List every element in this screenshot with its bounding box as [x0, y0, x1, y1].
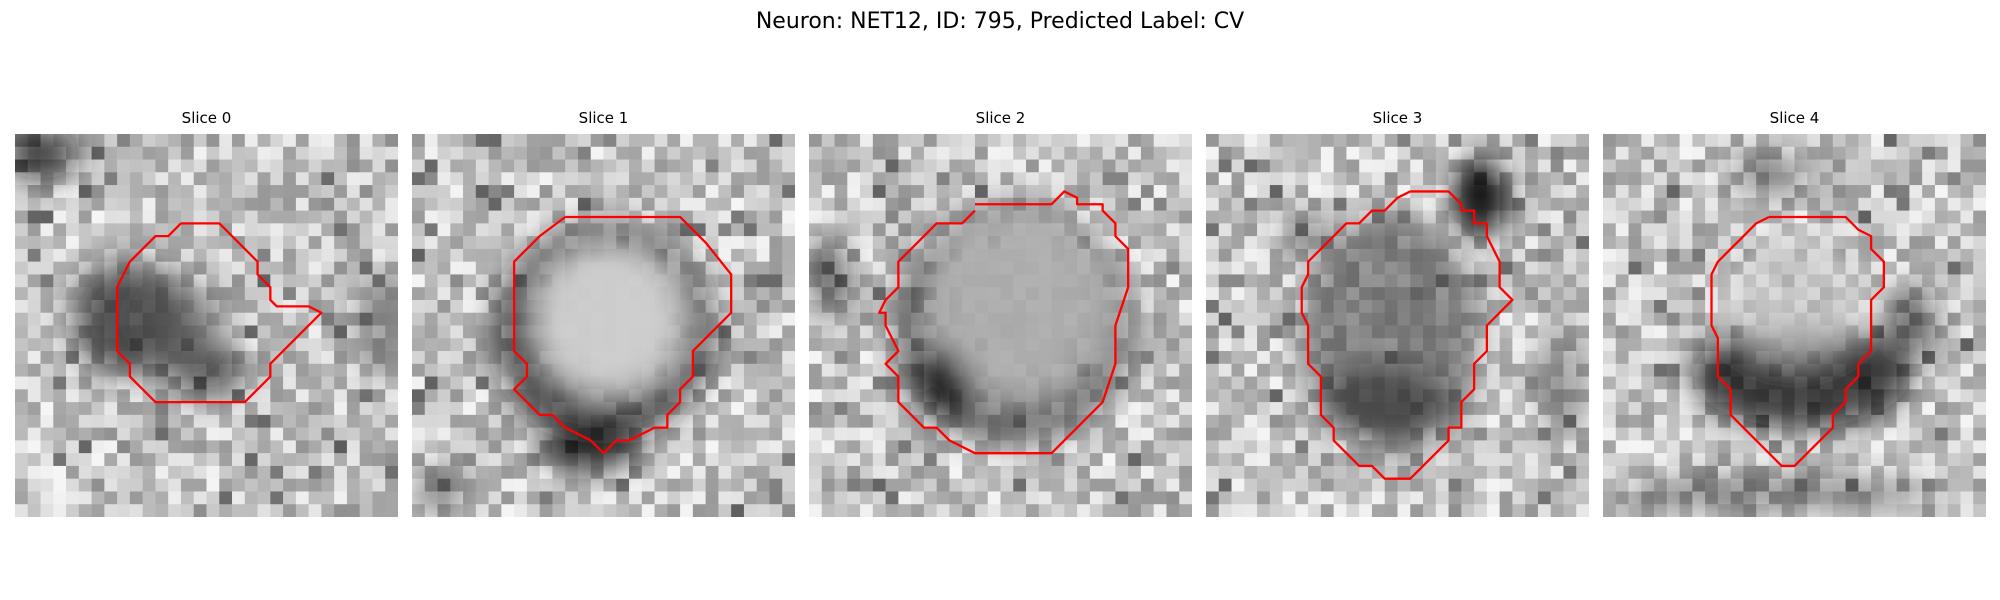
cell-shading — [15, 134, 398, 396]
tissue-texture — [15, 134, 398, 517]
slice-image — [1206, 134, 1589, 517]
cell-contour — [1300, 190, 1514, 480]
slice-image — [1603, 134, 1986, 517]
cell-contour — [878, 190, 1130, 455]
cell-contour — [115, 222, 323, 404]
slice-image — [15, 134, 398, 517]
cell-shading — [809, 204, 1135, 447]
slice-panel-1: Slice 1 — [412, 108, 795, 520]
cell-shading — [412, 223, 713, 517]
slice-title: Slice 3 — [1372, 109, 1423, 127]
slice-title: Slice 4 — [1769, 109, 1820, 127]
slice-panel-0: Slice 0 — [15, 108, 398, 520]
slice-image — [412, 134, 795, 517]
slice-panel-4: Slice 4 — [1603, 108, 1986, 520]
cell-shading — [1628, 153, 1935, 509]
cell-shading — [1282, 159, 1589, 447]
cell-contour — [1710, 215, 1886, 468]
slice-image — [809, 134, 1192, 517]
slice-title: Slice 2 — [975, 109, 1026, 127]
cell-contour — [512, 215, 733, 455]
slice-panel-2: Slice 2 — [809, 108, 1192, 520]
slice-title: Slice 0 — [181, 109, 232, 127]
slice-panel-3: Slice 3 — [1206, 108, 1589, 520]
figure-title: Neuron: NET12, ID: 795, Predicted Label:… — [755, 9, 1245, 34]
slice-title: Slice 1 — [578, 109, 629, 127]
